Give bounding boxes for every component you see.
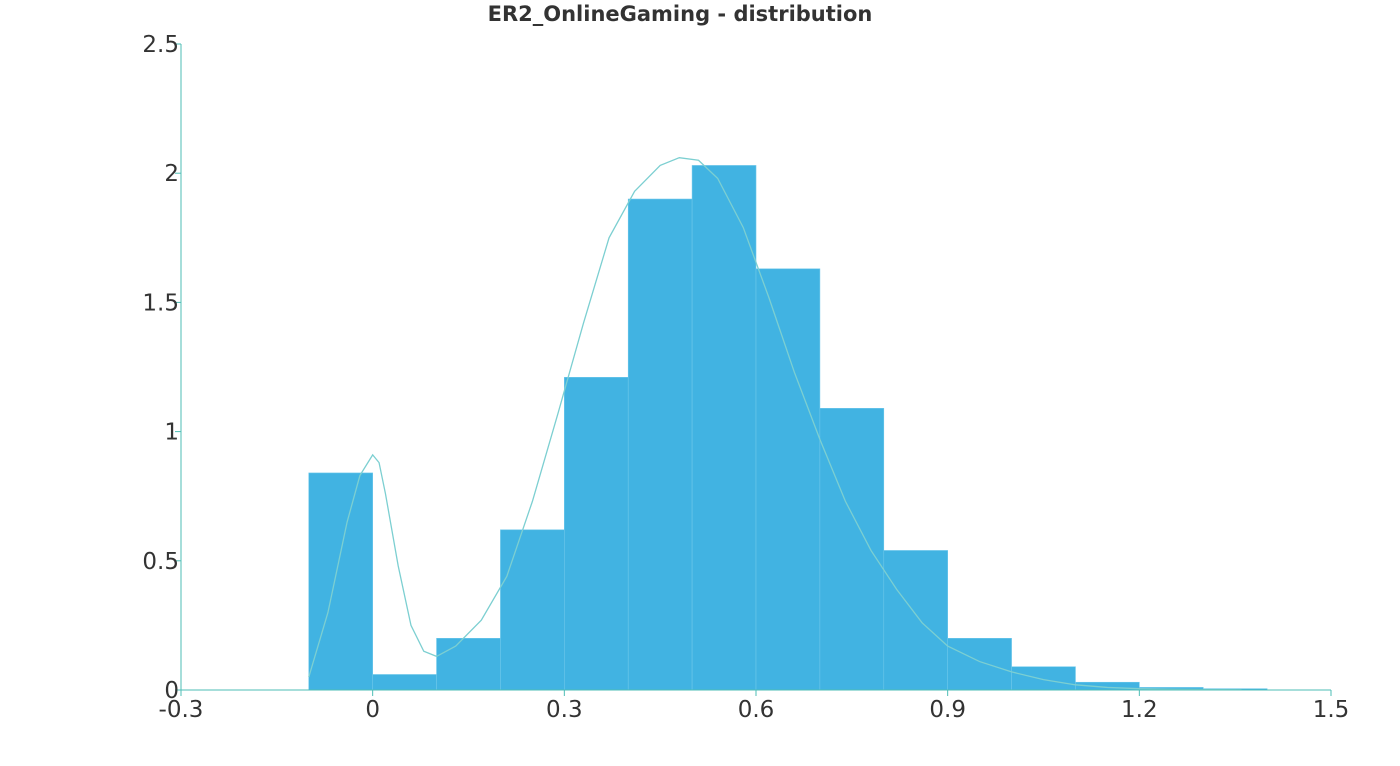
- x-tick-label: 0.9: [929, 697, 966, 723]
- y-tick-label: 2: [164, 161, 179, 187]
- chart-title: ER2_OnlineGaming - distribution: [488, 2, 873, 26]
- density-curve: [308, 157, 1242, 691]
- histogram-bar: [372, 674, 437, 691]
- histogram-bar: [755, 268, 821, 691]
- histogram-bar: [1011, 666, 1076, 691]
- x-tick-label: 0.3: [546, 697, 583, 723]
- x-tick-label: 0: [365, 697, 380, 723]
- histogram-bar: [947, 638, 1012, 691]
- density-curve-group: [308, 157, 1242, 691]
- histogram-bar: [564, 377, 629, 691]
- y-tick-label: 1: [164, 420, 179, 446]
- x-tick-label: 1.2: [1121, 697, 1158, 723]
- x-axis-ticks: -0.3 0 0.3 0.6 0.9 1.2 1.5: [159, 690, 1350, 723]
- histogram-bar: [436, 638, 501, 691]
- y-tick-label: 0: [164, 678, 179, 704]
- y-tick-label: 1.5: [142, 290, 179, 316]
- histogram-bar: [691, 165, 757, 691]
- histogram-bar: [627, 198, 693, 691]
- histogram-bar: [819, 408, 885, 691]
- histogram-bars: [308, 165, 1268, 691]
- y-tick-label: 0.5: [142, 549, 179, 575]
- y-tick-label: 2.5: [142, 32, 179, 58]
- x-tick-label: 0.6: [738, 697, 775, 723]
- x-tick-label: -0.3: [159, 697, 204, 723]
- histogram-bar: [500, 529, 565, 691]
- histogram-bar: [883, 550, 948, 691]
- x-tick-label: 1.5: [1313, 697, 1350, 723]
- histogram-bar: [308, 472, 373, 691]
- y-axis-ticks: 0 0.5 1 1.5 2 2.5: [142, 32, 181, 704]
